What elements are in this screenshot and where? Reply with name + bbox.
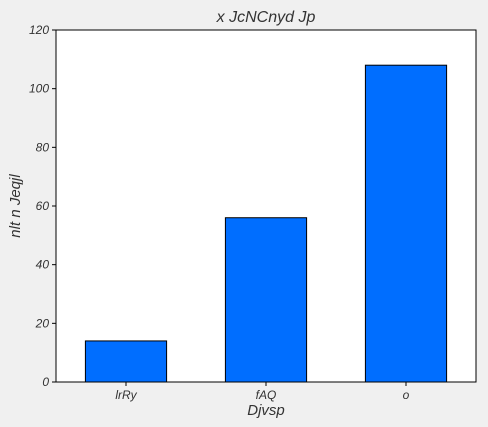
y-tick-label-2: 40: [36, 258, 50, 272]
y-axis-label: nlt n Jeqjl: [7, 174, 24, 238]
y-tick-label-3: 60: [36, 199, 50, 213]
bar-2: [364, 64, 448, 383]
x-axis-ticks: lrRy fAQ o: [115, 382, 410, 402]
chart-title: x JcNCnyd Jp: [216, 9, 316, 26]
x-tick-label-1: fAQ: [256, 388, 277, 402]
x-tick-label-2: o: [403, 388, 410, 402]
y-tick-label-5: 100: [29, 82, 49, 96]
y-tick-label-0: 0: [42, 375, 49, 389]
x-tick-label-0: lrRy: [115, 388, 137, 402]
bar-0: [84, 340, 168, 383]
bar-1: [224, 217, 308, 383]
bar-series: [84, 64, 448, 383]
y-axis-ticks: 0 20 40 60 80 100 120: [29, 23, 56, 389]
y-tick-label-6: 120: [29, 23, 49, 37]
x-axis-label: Djvsp: [247, 402, 285, 419]
y-tick-label-4: 80: [36, 140, 50, 154]
y-tick-label-1: 20: [35, 316, 50, 330]
